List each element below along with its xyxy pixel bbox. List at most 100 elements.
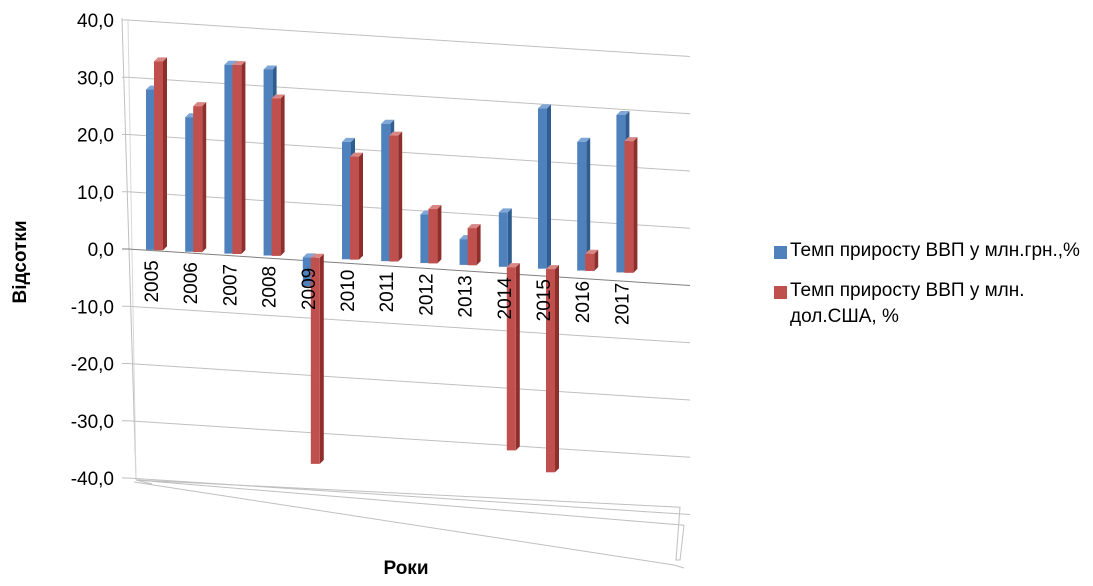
bar-front xyxy=(342,141,351,260)
bar-side xyxy=(507,208,512,267)
bar-side xyxy=(515,263,520,451)
legend-item-series-1: Темп приросту ВВП у млн.грн.,% xyxy=(772,238,1092,264)
bar-top xyxy=(381,119,395,124)
bar-top xyxy=(389,131,403,136)
legend: Темп приросту ВВП у млн.грн.,% Темп прир… xyxy=(772,238,1092,344)
x-tick-label: 2014 xyxy=(495,277,516,320)
x-tick-label: 2005 xyxy=(142,260,163,302)
y-tick-label: 40,0 xyxy=(77,11,114,32)
bar-front xyxy=(185,117,195,252)
bar-front xyxy=(154,61,163,251)
floor-front-edge xyxy=(133,481,685,569)
bar-top xyxy=(271,94,285,99)
bar-series-2-2012 xyxy=(428,205,442,264)
bar-front xyxy=(420,214,430,264)
x-tick-label: 2009 xyxy=(299,268,320,310)
bar-series-1-2015 xyxy=(538,104,551,269)
floor-corner xyxy=(135,479,153,485)
bar-series-2-2016 xyxy=(585,249,599,271)
gridline xyxy=(122,477,691,516)
floor-outline xyxy=(135,479,685,561)
bar-side xyxy=(555,265,559,473)
left-wall-inner-edge xyxy=(127,19,137,481)
gridline xyxy=(122,420,691,458)
bar-series-2-2013 xyxy=(467,224,481,266)
legend-swatch-series-1 xyxy=(774,246,787,259)
y-tick-label: -10,0 xyxy=(71,297,114,318)
gridline xyxy=(122,19,691,58)
y-tick-label: 30,0 xyxy=(77,68,114,89)
gridline xyxy=(122,191,691,229)
bar-top xyxy=(585,249,599,254)
bar-series-2-2008 xyxy=(271,94,285,256)
y-axis-tick-labels: 40,0 30,0 20,0 10,0 0,0 -10,0 -20,0 -30,0 -40,0 xyxy=(71,11,114,490)
legend-label-series-2: Темп приросту ВВП у млн. дол.США, % xyxy=(790,280,1025,327)
bar-side xyxy=(437,205,442,264)
bar-top xyxy=(193,102,207,107)
bars xyxy=(146,57,638,473)
bar-top xyxy=(624,137,638,142)
x-tick-label: 2010 xyxy=(338,270,359,312)
x-axis-title: Роки xyxy=(384,558,429,579)
bar-top xyxy=(498,208,512,213)
bar-side xyxy=(241,61,246,255)
x-tick-label: 2016 xyxy=(573,281,594,323)
bar-side xyxy=(319,253,324,464)
gridline xyxy=(122,134,691,172)
bar-top xyxy=(232,61,246,66)
gridline xyxy=(122,248,691,287)
y-tick-label: -40,0 xyxy=(71,469,114,490)
bar-front xyxy=(546,269,555,473)
bar-top xyxy=(263,65,277,70)
bar-series-1-2016 xyxy=(577,137,591,271)
bar-front xyxy=(146,89,155,250)
bar-side xyxy=(594,249,599,271)
y-tick-label: 10,0 xyxy=(77,183,114,204)
bar-front xyxy=(585,253,595,271)
bar-top xyxy=(342,137,355,142)
bar-series-2-2009 xyxy=(310,253,324,464)
gridline xyxy=(122,76,691,115)
bar-front xyxy=(389,135,399,262)
bar-top xyxy=(577,137,591,142)
x-tick-label: 2017 xyxy=(612,283,633,325)
bar-front xyxy=(459,239,469,265)
legend-swatch-series-2 xyxy=(774,286,787,299)
bar-series-2-2005 xyxy=(154,57,167,251)
bar-series-1-2014 xyxy=(498,208,512,267)
bar-top xyxy=(310,253,324,258)
y-tick-label: -30,0 xyxy=(71,412,114,433)
x-tick-label: 2015 xyxy=(534,279,555,321)
x-tick-label: 2008 xyxy=(260,266,281,308)
legend-item-series-2: Темп приросту ВВП у млн. дол.США, % xyxy=(772,278,1092,330)
bar-series-2-2014 xyxy=(506,263,520,451)
bar-front xyxy=(616,115,626,273)
bar-side xyxy=(202,102,207,253)
bar-side xyxy=(633,137,638,273)
bar-front xyxy=(577,141,587,271)
bar-series-2-2015 xyxy=(546,265,559,473)
bar-top xyxy=(428,205,442,210)
x-tick-label: 2012 xyxy=(416,273,437,315)
bar-front xyxy=(428,209,438,264)
bar-side xyxy=(547,104,551,269)
bar-series-2-2006 xyxy=(193,102,207,253)
bar-front xyxy=(193,106,203,253)
bar-top xyxy=(506,263,520,268)
y-tick-label: -20,0 xyxy=(71,355,114,376)
y-axis-title: Відсотки xyxy=(10,220,31,303)
bar-series-2-2011 xyxy=(389,131,403,262)
bar-front xyxy=(381,123,391,262)
bar-front xyxy=(271,98,281,256)
bar-front xyxy=(350,156,359,260)
x-tick-label: 2011 xyxy=(377,272,398,313)
bar-side xyxy=(586,137,591,271)
bar-front xyxy=(467,228,477,266)
bar-top xyxy=(350,152,363,157)
gridlines xyxy=(122,19,691,516)
bar-top xyxy=(616,111,630,116)
legend-label-series-1: Темп приросту ВВП у млн.грн.,% xyxy=(790,240,1080,261)
bar-front xyxy=(310,257,320,464)
y-tick-label: 0,0 xyxy=(88,240,114,261)
bar-series-2-2010 xyxy=(350,152,363,260)
